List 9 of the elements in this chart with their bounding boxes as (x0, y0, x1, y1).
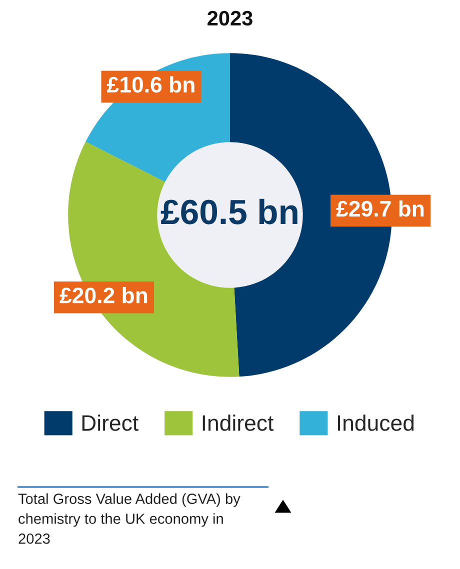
chart-title: 2023 (208, 10, 252, 26)
text: £60.5 bn (160, 198, 298, 224)
text: Total Gross Value Added (GVA) by chemistry to the UK economy in 2023 (18, 493, 240, 544)
data-label: £29.7 bn (336, 200, 424, 217)
legend-label: Induced (338, 414, 414, 431)
data-label: £20.2 bn (60, 287, 148, 304)
legend-label: Direct (82, 414, 138, 431)
data-label: £10.6 bn (107, 76, 194, 93)
legend-label: Indirect (202, 414, 274, 431)
